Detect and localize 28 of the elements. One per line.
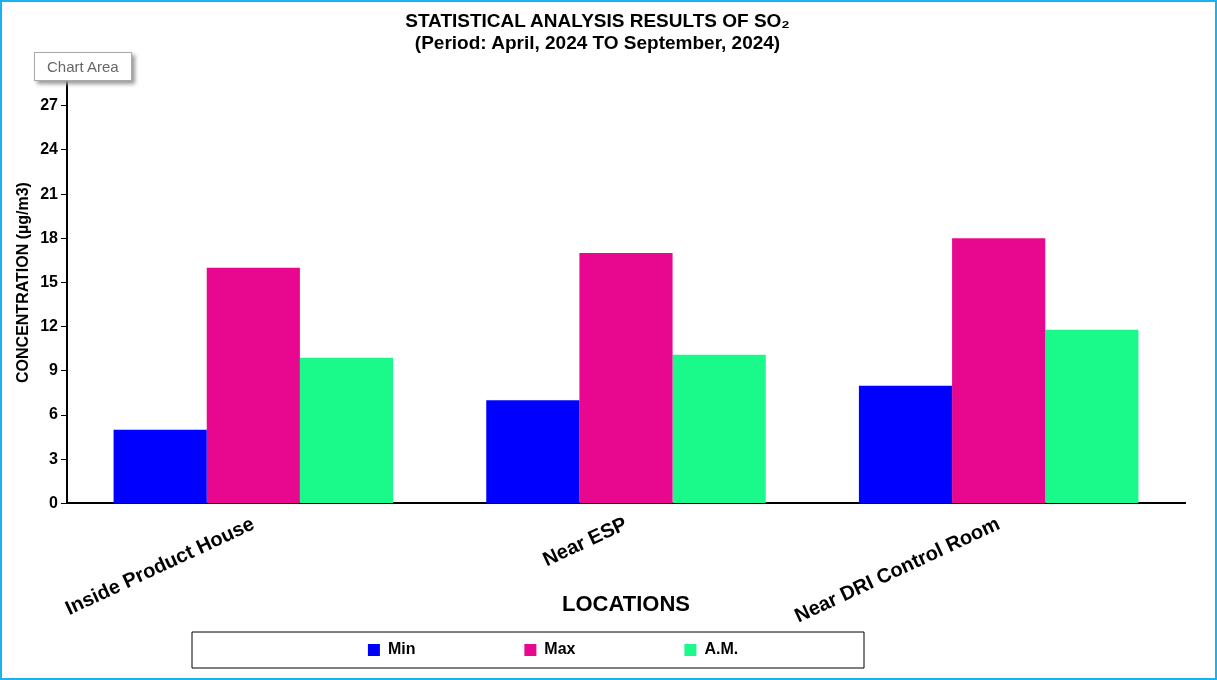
y-tick-label: 3 xyxy=(49,449,59,467)
bar xyxy=(486,400,580,503)
y-tick-label: 21 xyxy=(40,184,59,202)
y-axis-title: CONCENTRATION (µg/m3) xyxy=(14,182,32,383)
bar xyxy=(1045,329,1139,503)
y-tick-label: 9 xyxy=(49,361,59,379)
bar xyxy=(672,354,766,503)
bar xyxy=(579,253,673,503)
y-tick-label: 6 xyxy=(49,405,59,423)
bar xyxy=(952,238,1046,503)
y-tick-label: 12 xyxy=(40,317,59,335)
bar xyxy=(113,429,207,503)
bar xyxy=(858,385,953,503)
annotation: Chart Area xyxy=(34,52,132,81)
bar xyxy=(299,357,394,503)
legend-label: Min xyxy=(387,640,505,658)
x-axis-title: LOCATIONS xyxy=(562,590,690,616)
legend-label: Max xyxy=(544,640,665,658)
bar xyxy=(206,267,300,503)
x-tick-label: Near ESP xyxy=(539,512,631,571)
y-tick-label: 15 xyxy=(40,272,59,290)
y-tick-label: 18 xyxy=(40,228,59,246)
y-tick-label: 27 xyxy=(40,96,59,114)
legend-label: A.M. xyxy=(704,640,828,658)
chart-subtitle: (Period: April, 2024 TO September, 2024) xyxy=(414,32,781,54)
chart-title: STATISTICAL ANALYSIS RESULTS OF SO₂ xyxy=(405,9,790,31)
y-tick-label: 24 xyxy=(40,140,59,158)
y-tick-label: 0 xyxy=(49,493,59,511)
